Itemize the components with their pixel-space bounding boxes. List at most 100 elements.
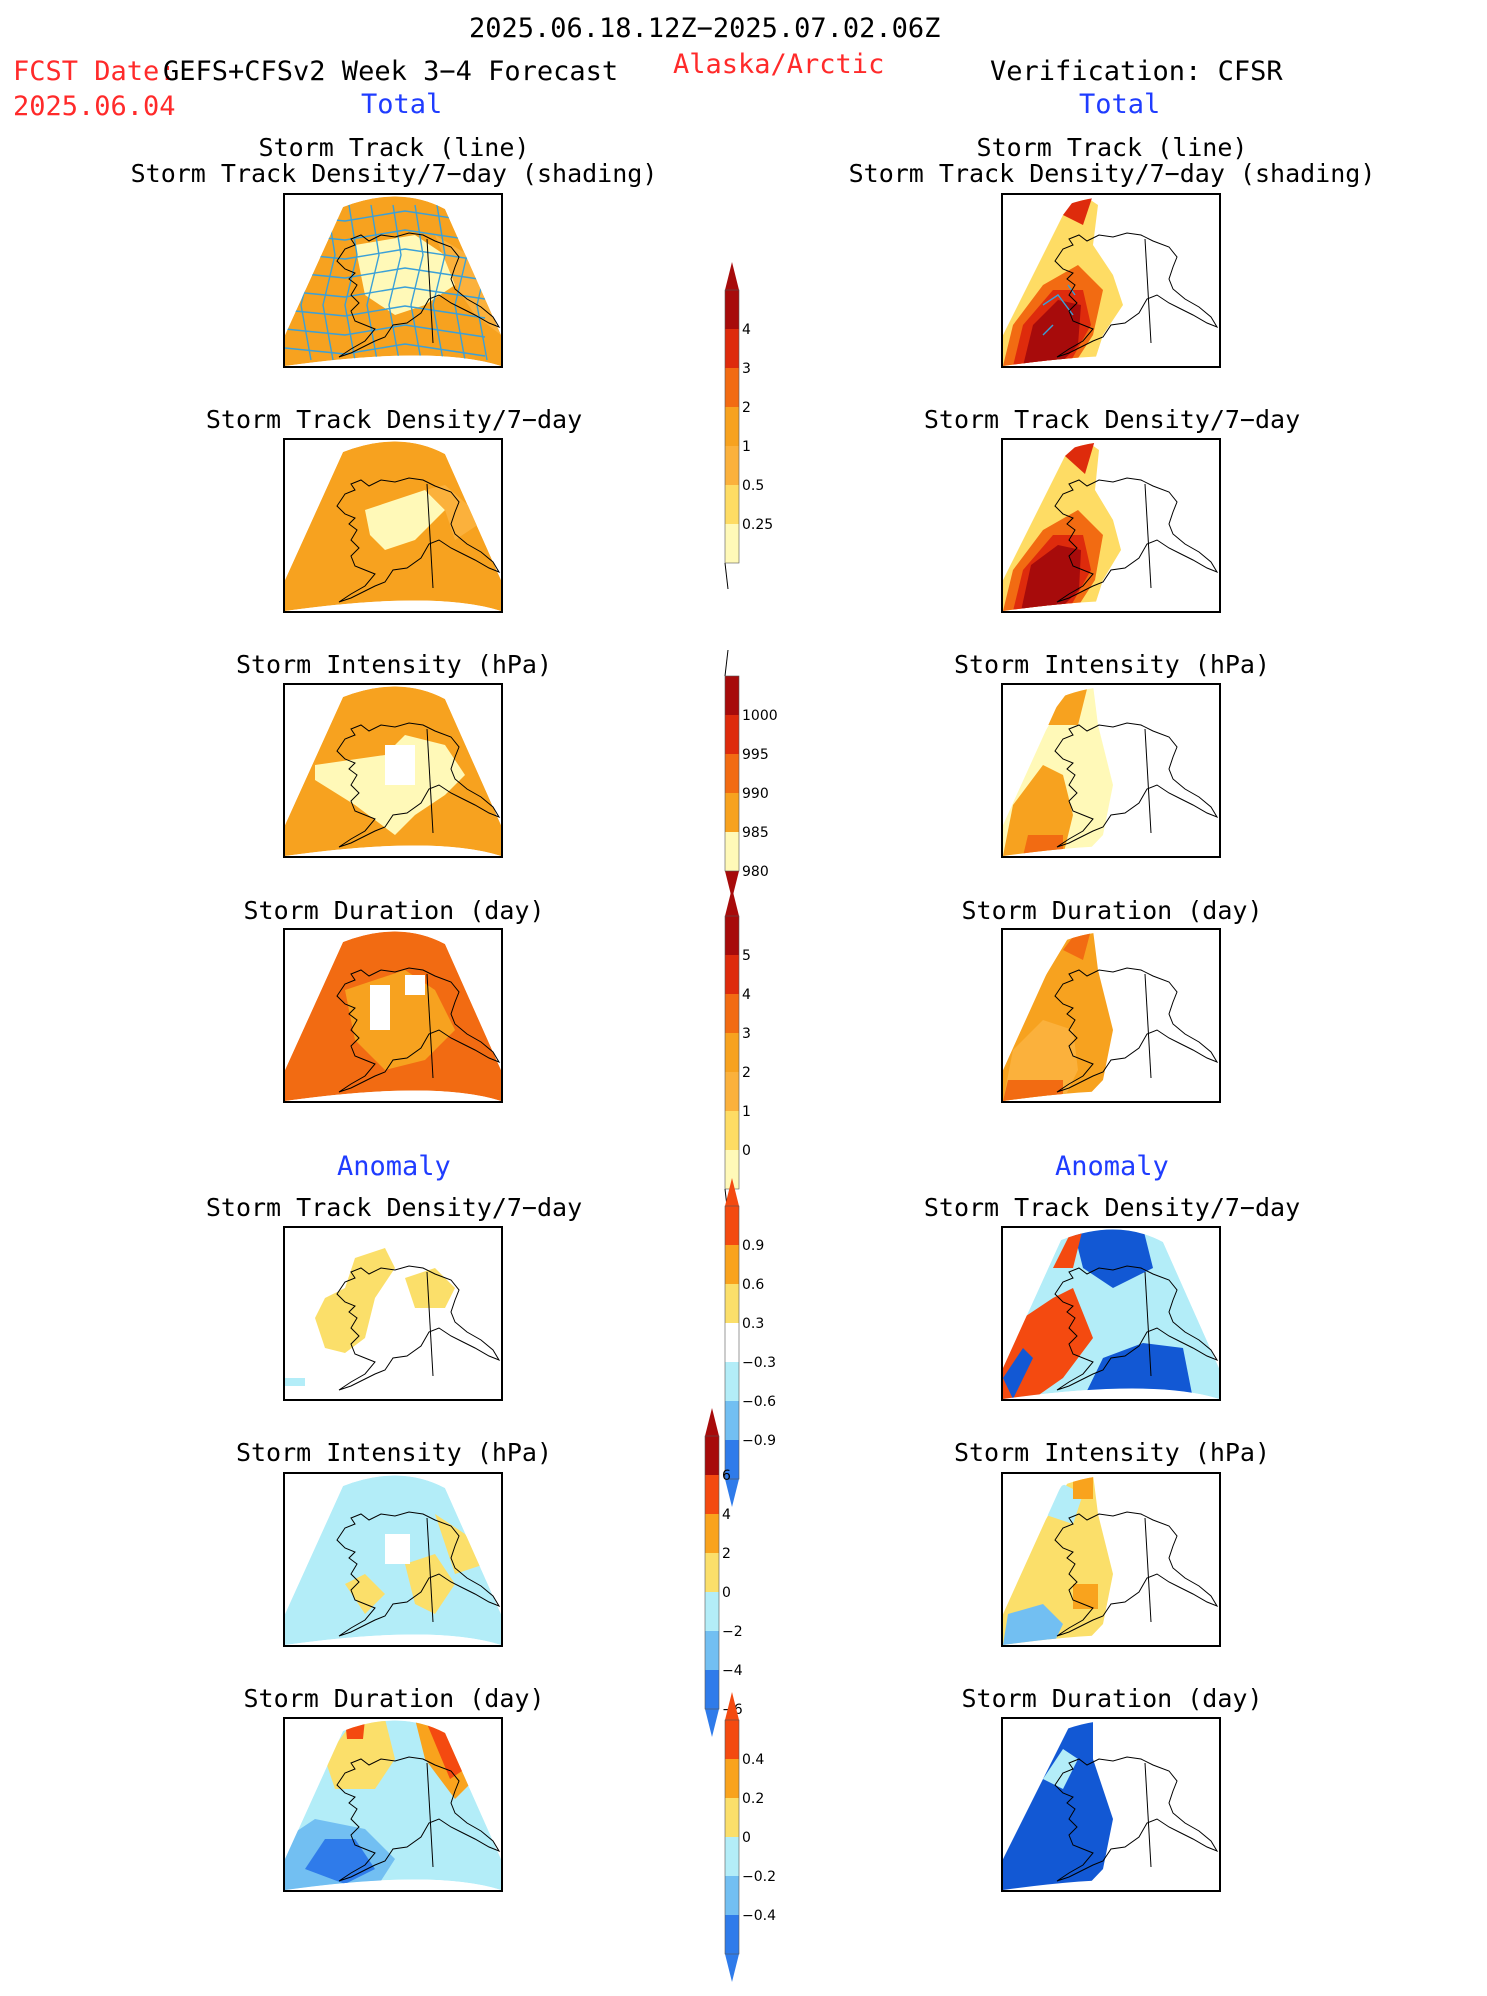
colorbar-anom_intensity-segment-0 bbox=[705, 1436, 719, 1475]
anomaly-intensity-forecast-coastline bbox=[336, 1511, 501, 1637]
anomaly-duration-forecast-region-4 bbox=[345, 1720, 365, 1739]
total-track-cfsr-region-4 bbox=[1023, 300, 1081, 366]
colorbar-duration-label-5: 0 bbox=[742, 1143, 751, 1159]
total-track-cfsr-track-0 bbox=[1042, 294, 1074, 316]
title-track-shading-right: Storm Track Density/7−day (shading) bbox=[848, 159, 1376, 188]
colorbar-duration-segment-6 bbox=[725, 1150, 739, 1189]
total-intensity-cfsr-border bbox=[1144, 728, 1152, 834]
colorbar-anom_density-top-arrow bbox=[725, 1178, 739, 1206]
colorbar-anom_density-segment-2 bbox=[725, 1284, 739, 1323]
anomaly-density-forecast-region-2 bbox=[405, 1268, 455, 1308]
total-density-forecast-coastline bbox=[336, 477, 501, 603]
colorbar-anom_duration-bottom-arrow bbox=[725, 1954, 739, 1982]
total-track-forecast-track-15 bbox=[285, 324, 486, 338]
colorbar-density-label-5: 0.25 bbox=[742, 517, 773, 533]
colorbar-density-segment-4 bbox=[725, 446, 739, 485]
total-duration-forecast-coastline bbox=[336, 967, 501, 1093]
colorbar-anom_intensity-segment-3 bbox=[705, 1553, 719, 1592]
anomaly-intensity-cfsr-region-3 bbox=[1003, 1604, 1063, 1645]
colorbar-anom_density-segment-0 bbox=[725, 1206, 739, 1245]
colorbar-anom_density-segment-5 bbox=[725, 1401, 739, 1440]
total-track-cfsr-coastline bbox=[1054, 232, 1219, 358]
colorbar-duration-label-1: 4 bbox=[742, 987, 751, 1003]
total-duration-forecast-border bbox=[426, 973, 434, 1079]
map-total-intensity-forecast bbox=[283, 683, 503, 858]
total-track-cfsr-border bbox=[1144, 238, 1152, 344]
map-total-intensity-cfsr bbox=[1001, 683, 1221, 858]
anomaly-density-forecast-border bbox=[426, 1271, 434, 1377]
total-track-cfsr-track-1 bbox=[1042, 324, 1054, 336]
section-total-right: Total bbox=[1079, 89, 1161, 120]
anomaly-density-cfsr-region-5 bbox=[1003, 1348, 1033, 1399]
anomaly-intensity-forecast-region-2 bbox=[405, 1554, 455, 1614]
colorbar-anom_intensity-bottom-arrow bbox=[705, 1709, 719, 1737]
anomaly-density-cfsr-region-3 bbox=[1053, 1229, 1083, 1268]
colorbar-intensity-segment-0 bbox=[725, 676, 739, 715]
colorbar-anom_duration-label-3: −0.2 bbox=[742, 1869, 776, 1885]
total-track-forecast-border bbox=[426, 238, 434, 344]
colorbar-anom_density-outline bbox=[724, 1205, 740, 1480]
fcst-date-label: FCST Date: bbox=[13, 56, 176, 87]
anomaly-intensity-cfsr-coastline bbox=[1054, 1511, 1219, 1637]
colorbar-intensity-segment-1 bbox=[725, 715, 739, 754]
total-duration-cfsr-coastline bbox=[1054, 967, 1219, 1093]
colorbar-intensity-top-line bbox=[724, 649, 729, 677]
anomaly-density-cfsr-border bbox=[1144, 1271, 1152, 1377]
map-total-track-cfsr bbox=[1001, 193, 1221, 368]
total-intensity-cfsr-region-3 bbox=[1043, 686, 1088, 725]
total-intensity-forecast-coastline bbox=[336, 722, 501, 848]
total-track-forecast-track-12 bbox=[285, 267, 486, 281]
colorbar-anom_intensity-segment-2 bbox=[705, 1514, 719, 1553]
total-track-forecast-track-5 bbox=[410, 204, 424, 361]
colorbar-anom_duration-label-4: −0.4 bbox=[742, 1908, 776, 1924]
anomaly-density-forecast-region-1 bbox=[315, 1248, 395, 1353]
anomaly-density-cfsr-region-1 bbox=[1073, 1229, 1153, 1288]
total-track-cfsr-region-5 bbox=[1063, 196, 1093, 225]
title-anom-duration-right: Storm Duration (day) bbox=[961, 1684, 1263, 1713]
colorbar-anom_density-segment-4 bbox=[725, 1362, 739, 1401]
colorbar-density-label-0: 4 bbox=[742, 322, 751, 338]
colorbar-anom_intensity-segment-4 bbox=[705, 1592, 719, 1631]
section-total-left: Total bbox=[361, 89, 443, 120]
colorbar-density-segment-2 bbox=[725, 368, 739, 407]
colorbar-density-top-arrow bbox=[725, 262, 739, 290]
colorbar-density-outline bbox=[724, 289, 740, 564]
total-intensity-forecast-region-2 bbox=[385, 745, 415, 785]
colorbar-anom_duration-segment-2 bbox=[725, 1798, 739, 1837]
colorbar-duration-label-0: 5 bbox=[742, 948, 751, 964]
colorbar-duration-segment-3 bbox=[725, 1033, 739, 1072]
colorbar-intensity-label-3: 985 bbox=[742, 825, 769, 841]
colorbar-density-segment-3 bbox=[725, 407, 739, 446]
total-track-forecast-coastline bbox=[336, 232, 501, 358]
section-anomaly-right: Anomaly bbox=[1055, 1151, 1169, 1182]
colorbar-duration-segment-2 bbox=[725, 994, 739, 1033]
colorbar-anom_density-label-1: 0.6 bbox=[742, 1277, 764, 1293]
colorbar-density-label-1: 3 bbox=[742, 361, 751, 377]
total-duration-cfsr-border bbox=[1144, 973, 1152, 1079]
total-intensity-cfsr-region-2 bbox=[1003, 765, 1073, 856]
colorbar-anom_duration-top-arrow bbox=[725, 1692, 739, 1720]
total-track-forecast-track-14 bbox=[285, 305, 486, 319]
title-anom-intensity-right: Storm Intensity (hPa) bbox=[953, 1438, 1271, 1467]
colorbar-anom-duration: 0.4 0.2 0 −0.2 −0.4 bbox=[720, 1692, 800, 1996]
colorbar-anom_intensity-outline bbox=[704, 1435, 720, 1710]
map-anomaly-duration-cfsr bbox=[1001, 1717, 1221, 1892]
title-density-right: Storm Track Density/7−day bbox=[923, 405, 1301, 434]
title-density-left: Storm Track Density/7−day bbox=[205, 405, 583, 434]
total-duration-forecast-region-3 bbox=[405, 975, 425, 995]
title-duration-right: Storm Duration (day) bbox=[961, 896, 1263, 925]
colorbar-intensity-segment-2 bbox=[725, 754, 739, 793]
map-total-density-cfsr bbox=[1001, 438, 1221, 613]
colorbar-intensity-outline bbox=[724, 675, 740, 872]
colorbar-anom_intensity-segment-5 bbox=[705, 1631, 719, 1670]
colorbar-intensity-segment-4 bbox=[725, 832, 739, 871]
colorbar-anom_duration-label-1: 0.2 bbox=[742, 1791, 764, 1807]
total-density-cfsr-region-4 bbox=[1021, 545, 1081, 611]
colorbar-anom_duration-label-2: 0 bbox=[742, 1830, 751, 1846]
anomaly-intensity-forecast-region-1 bbox=[345, 1574, 385, 1614]
anomaly-duration-cfsr-border bbox=[1144, 1762, 1152, 1868]
colorbar-anom_intensity-segment-1 bbox=[705, 1475, 719, 1514]
anomaly-duration-forecast-border bbox=[426, 1762, 434, 1868]
title-anom-duration-left: Storm Duration (day) bbox=[243, 1684, 545, 1713]
colorbar-anom_density-label-2: 0.3 bbox=[742, 1316, 764, 1332]
